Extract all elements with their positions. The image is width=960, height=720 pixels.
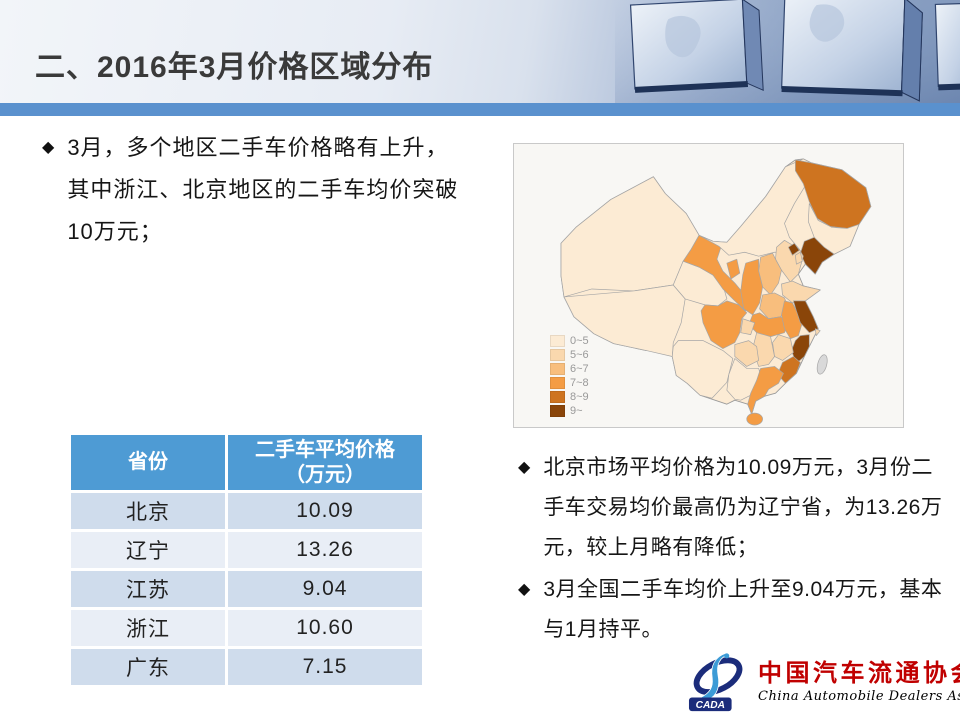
cell-price: 9.04 — [228, 571, 422, 607]
legend-item: 0~5 — [550, 334, 589, 348]
bullet-item: 3月，多个地区二手车价格略有上升，其中浙江、北京地区的二手车均价突破10万元； — [42, 127, 474, 253]
legend-item: 9~ — [550, 404, 589, 418]
province-tianjin — [795, 251, 803, 265]
title-divider-bar — [0, 103, 960, 116]
province-guizhou — [734, 340, 759, 367]
cell-price: 13.26 — [228, 532, 422, 568]
province-jiangxi — [772, 334, 794, 361]
province-neimenggu — [698, 158, 812, 257]
legend-item: 8~9 — [550, 390, 589, 404]
province-yunnan — [671, 340, 734, 399]
legend-item: 7~8 — [550, 376, 589, 390]
legend-swatch — [550, 377, 565, 389]
bullet-text: 3月全国二手车均价上升至9.04万元，基本与1月持平。 — [543, 578, 943, 641]
header-price: 二手车平均价格 （万元） — [228, 435, 422, 490]
header-province: 省份 — [71, 435, 225, 490]
legend-label: 9~ — [570, 405, 583, 417]
page-title: 二、2016年3月价格区域分布 — [35, 51, 434, 84]
legend-swatch — [550, 391, 565, 403]
province-shanghai — [814, 328, 821, 336]
left-bullet-block: 3月，多个地区二手车价格略有上升，其中浙江、北京地区的二手车均价突破10万元； — [42, 127, 474, 253]
province-zhejiang — [791, 334, 810, 364]
cell-price: 7.15 — [228, 649, 422, 685]
price-table: 省份 二手车平均价格 （万元） 北京 10.09 辽宁 13.26 江苏 9.0… — [68, 432, 425, 688]
cell-province: 辽宁 — [71, 532, 225, 568]
bullet-text: 北京市场平均价格为10.09万元，3月份二手车交易均价最高仍为辽宁省，为13.2… — [543, 456, 943, 559]
right-bullet-block: 北京市场平均价格为10.09万元，3月份二手车交易均价最高仍为辽宁省，为13.2… — [518, 448, 956, 652]
legend-swatch — [550, 405, 565, 417]
legend-swatch — [550, 363, 565, 375]
china-price-map-panel: 0~5 5~6 6~7 7~8 8~9 9~ — [513, 143, 904, 428]
province-sichuan — [700, 300, 748, 349]
province-jiangsu — [793, 300, 819, 334]
province-liaoning — [800, 236, 835, 275]
province-jilin — [807, 203, 860, 255]
legend-swatch — [550, 349, 565, 361]
province-anhui — [781, 300, 803, 339]
header-cubes-art — [615, 0, 960, 103]
province-guangdong — [747, 366, 784, 415]
diamond-bullet-icon — [42, 127, 54, 169]
province-fujian — [777, 356, 801, 384]
province-ningxia — [726, 258, 741, 280]
legend-label: 5~6 — [570, 349, 589, 361]
diamond-bullet-icon — [518, 448, 530, 488]
table-row: 江苏 9.04 — [71, 571, 422, 607]
province-chongqing — [740, 318, 756, 336]
legend-label: 0~5 — [570, 335, 589, 347]
map-legend: 0~5 5~6 6~7 7~8 8~9 9~ — [550, 334, 589, 418]
bullet-text: 3月，多个地区二手车价格略有上升，其中浙江、北京地区的二手车均价突破10万元； — [67, 135, 459, 244]
table-header-row: 省份 二手车平均价格 （万元） — [71, 435, 422, 490]
bullet-item: 北京市场平均价格为10.09万元，3月份二手车交易均价最高仍为辽宁省，为13.2… — [518, 448, 956, 568]
org-names: 中国汽车流通协会 China Automobile Dealers Associ… — [758, 658, 960, 706]
cada-emblem-icon: CADA — [688, 652, 743, 711]
header-price-line2: （万元） — [285, 463, 365, 486]
bullet-item: 3月全国二手车均价上升至9.04万元，基本与1月持平。 — [518, 570, 956, 650]
legend-item: 6~7 — [550, 362, 589, 376]
org-name-english: China Automobile Dealers Association — [758, 689, 960, 704]
province-taiwan — [816, 354, 828, 375]
table-row: 浙江 10.60 — [71, 610, 422, 646]
province-hainan — [746, 412, 763, 426]
legend-label: 7~8 — [570, 377, 589, 389]
cell-province: 浙江 — [71, 610, 225, 646]
org-name-chinese: 中国汽车流通协会 — [758, 658, 960, 687]
slide-header: 二、2016年3月价格区域分布 — [0, 0, 960, 103]
cell-price: 10.60 — [228, 610, 422, 646]
china-choropleth-map — [560, 158, 872, 426]
legend-label: 8~9 — [570, 391, 589, 403]
cell-province: 广东 — [71, 649, 225, 685]
header-price-line1: 二手车平均价格 — [255, 438, 395, 461]
legend-swatch — [550, 335, 565, 347]
legend-label: 6~7 — [570, 363, 589, 375]
diamond-bullet-icon — [518, 570, 530, 610]
cell-province: 江苏 — [71, 571, 225, 607]
table-row: 辽宁 13.26 — [71, 532, 422, 568]
cada-logo-text: CADA — [696, 700, 725, 711]
cada-logo-block: CADA 中国汽车流通协会 China Automobile Dealers A… — [688, 650, 960, 714]
cell-province: 北京 — [71, 493, 225, 529]
table-row: 广东 7.15 — [71, 649, 422, 685]
province-shandong — [781, 280, 821, 304]
cell-price: 10.09 — [228, 493, 422, 529]
province-shaanxi — [740, 258, 763, 316]
legend-item: 5~6 — [550, 348, 589, 362]
province-beijing — [788, 242, 800, 256]
table-row: 北京 10.09 — [71, 493, 422, 529]
